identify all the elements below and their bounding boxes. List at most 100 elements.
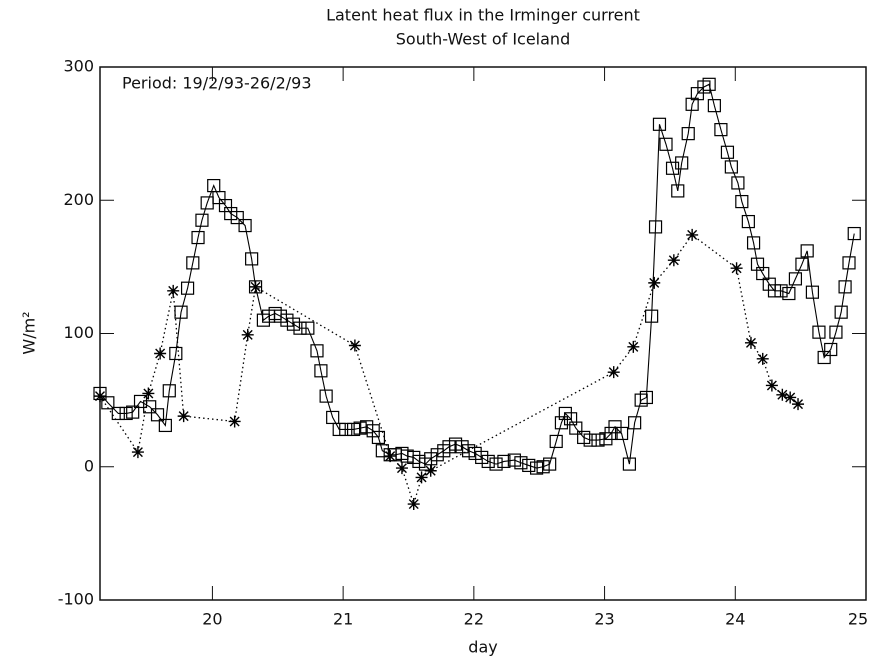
y-axis-label: W/m² [20,311,39,354]
data-point [847,226,861,241]
data-point [497,454,511,469]
data-point [177,410,190,423]
data-point [795,257,809,271]
data-point [599,432,613,446]
data-point [238,218,252,233]
data-point [162,384,176,398]
data-point [167,284,180,297]
data-point [228,415,241,428]
data-point [628,416,642,430]
data-point [607,366,620,379]
data-point [792,398,805,411]
data-point [131,446,144,459]
data-point [765,379,778,392]
data-point [744,336,757,349]
data-point [150,408,165,422]
data-point [191,230,205,245]
data-point [158,418,172,433]
plot-frame [99,66,867,601]
data-point [627,340,640,353]
data-point [415,471,428,484]
data-point [665,161,680,175]
data-point [293,321,307,335]
data-point [788,272,803,286]
data-point [735,194,749,209]
data-point [762,277,776,291]
data-point [249,280,262,293]
data-point [812,325,826,339]
data-point [348,339,361,352]
data-point [522,458,536,473]
data-point [730,262,743,275]
annotation: Period: 19/2/93-26/2/93 [122,74,312,93]
data-point [143,400,157,414]
data-point [675,156,689,170]
data-point [310,344,324,358]
y-tick-label: 200 [63,190,94,209]
data-point [685,97,699,111]
data-point [569,421,583,435]
data-point [659,137,673,151]
data-point [195,213,209,227]
data-point [614,426,629,441]
data-point [720,145,735,159]
data-point [514,456,528,470]
data-point [558,406,572,421]
data-point [800,244,814,258]
data-point [543,457,557,471]
data-point [724,160,738,174]
data-point [829,325,843,339]
data-point [407,450,421,465]
data-point [622,457,637,471]
chart-title: Latent heat flux in the Irminger current [326,6,640,25]
chart-subtitle: South-West of Iceland [396,30,570,49]
data-point [437,444,451,458]
x-tick-label: 21 [333,610,353,629]
data-point [741,214,755,229]
x-tick-label: 24 [725,610,745,629]
data-point [424,464,437,477]
data-point [154,347,167,360]
y-tick-label: 300 [63,57,94,76]
data-point [563,412,578,426]
x-tick-label: 20 [202,610,222,629]
y-tick-label: 100 [63,323,94,342]
data-point [707,99,721,113]
data-point [111,406,125,421]
data-point [652,117,667,131]
data-point [481,454,495,469]
data-point [583,433,597,447]
data-point [697,80,711,94]
y-tick-label: -100 [58,590,94,609]
data-point [604,426,618,441]
data-point [180,281,195,295]
data-point [384,450,397,463]
data-point [339,422,353,437]
data-point [782,286,796,301]
data-point [94,390,106,403]
data-point [648,220,663,234]
data-point [407,498,420,511]
data-point [639,390,653,405]
data-point [714,123,728,137]
data-point [645,309,659,323]
data-point [126,405,140,419]
data-point [186,256,200,270]
x-axis-label: day [468,638,497,657]
x-tick-label: 25 [848,610,868,629]
data-point [218,198,233,213]
data-point [169,346,183,361]
x-tick-label: 23 [594,610,614,629]
data-point [256,313,270,327]
data-point [174,305,188,319]
data-point [634,393,648,407]
data-point [681,127,695,141]
data-point [395,462,408,475]
series-line [99,83,855,469]
data-point [756,352,769,365]
data-point [746,236,761,250]
data-point [686,228,699,241]
x-tick-label: 22 [464,610,484,629]
data-point [142,387,155,400]
data-point [554,416,569,430]
